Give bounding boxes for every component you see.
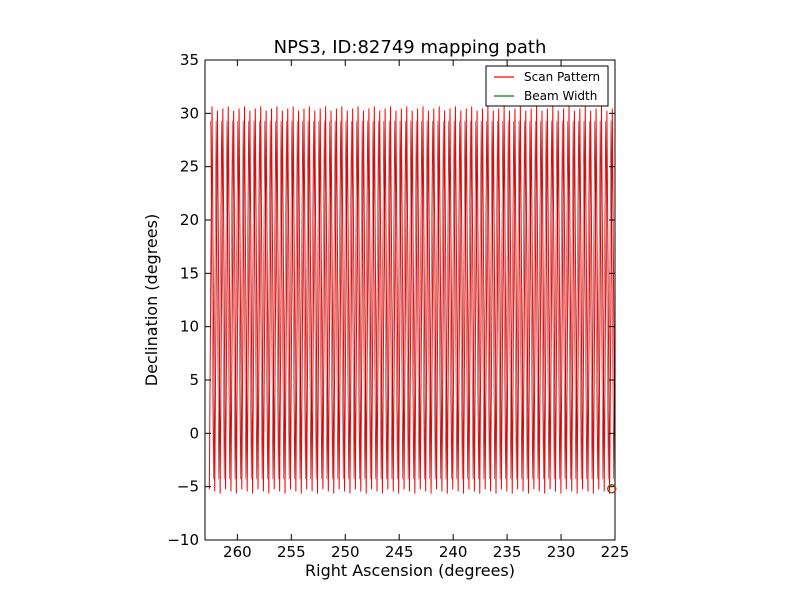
- y-tick-label: −5: [177, 478, 199, 496]
- x-tick-label: 230: [547, 543, 576, 561]
- legend-label-beam-width: Beam Width: [524, 89, 597, 103]
- x-axis-title: Right Ascension (degrees): [305, 561, 515, 580]
- legend: Scan Pattern Beam Width: [485, 65, 609, 107]
- scan-end-marker: [607, 484, 617, 494]
- x-tick-label: 260: [223, 543, 252, 561]
- x-tick-label: 225: [601, 543, 630, 561]
- y-tick-label: 15: [180, 264, 199, 282]
- y-axis-title: Declination (degrees): [142, 214, 161, 386]
- x-axis: 260 255 250 245 240 235 230 225: [223, 60, 629, 561]
- y-tick-label: 35: [180, 51, 199, 69]
- x-tick-label: 245: [385, 543, 414, 561]
- x-tick-label: 235: [493, 543, 522, 561]
- y-tick-label: 10: [180, 318, 199, 336]
- y-tick-label: 20: [180, 211, 199, 229]
- y-tick-label: 25: [180, 158, 199, 176]
- plot-area: [204, 59, 616, 541]
- x-tick-label: 255: [277, 543, 306, 561]
- chart-title: NPS3, ID:82749 mapping path: [274, 37, 547, 58]
- plot-frame: [204, 59, 616, 541]
- x-tick-label: 240: [439, 543, 468, 561]
- scan-pattern-line: [208, 106, 615, 494]
- y-axis: −10 −5 0 5 10 15 20 25 30 35: [167, 51, 615, 549]
- y-tick-label: 30: [180, 104, 199, 122]
- y-tick-label: −10: [167, 531, 199, 549]
- legend-box: [485, 65, 609, 107]
- scan-pattern-return-line: [210, 120, 615, 480]
- x-tick-label: 250: [331, 543, 360, 561]
- legend-label-scan-pattern: Scan Pattern: [524, 70, 600, 84]
- y-tick-label: 5: [189, 371, 199, 389]
- y-tick-label: 0: [189, 424, 199, 442]
